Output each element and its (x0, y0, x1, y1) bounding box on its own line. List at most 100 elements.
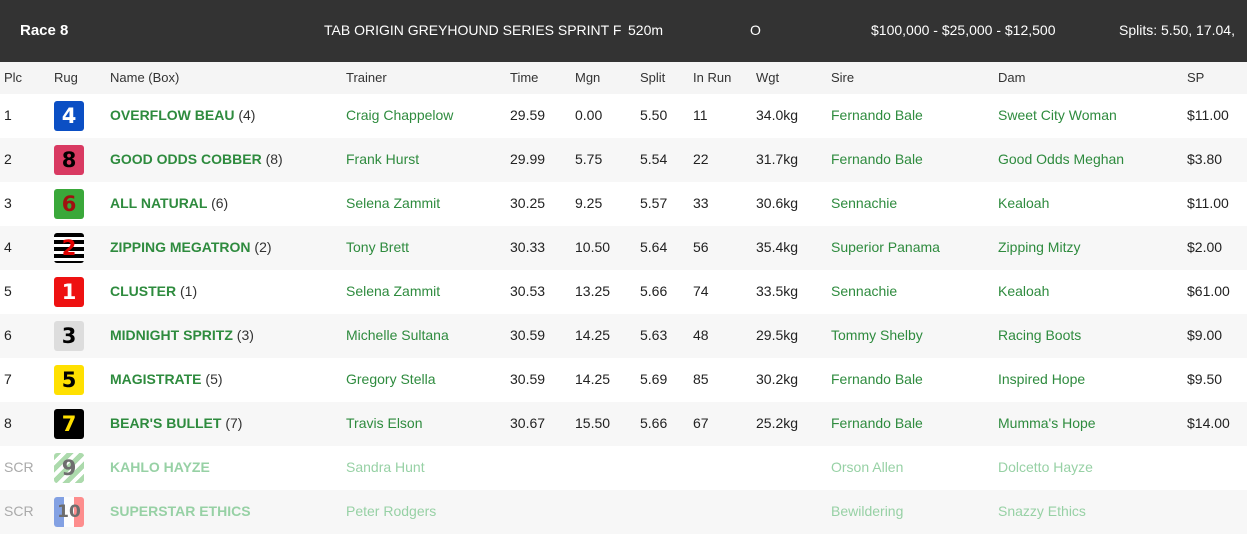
cell-dam[interactable]: Sweet City Woman (998, 107, 1117, 123)
cell-inrun: 48 (693, 327, 709, 343)
cell-trainer[interactable]: Peter Rodgers (346, 503, 437, 519)
table-row: 2 Frank Hurst 29.99 5.75 5.54 22 31.7kg Fernand… (0, 138, 1247, 182)
cell-plc: 6 (4, 327, 12, 343)
rug-icon: 9 (54, 453, 84, 483)
cell-sire[interactable]: Sennachie (831, 195, 898, 211)
rug-icon: 8 (54, 145, 84, 175)
cell-time: 30.53 (510, 283, 546, 299)
cell-sire[interactable]: Fernando Bale (831, 107, 923, 123)
col-wgt: Wgt (756, 70, 780, 85)
race-header: Race 8 TAB ORIGIN GREYHOUND SERIES SPRIN… (0, 0, 1247, 62)
cell-sire[interactable]: Sennachie (831, 283, 898, 299)
cell-time: 29.99 (510, 151, 546, 167)
cell-dam[interactable]: Kealoah (998, 195, 1050, 211)
cell-trainer[interactable]: Selena Zammit (346, 283, 441, 299)
cell-dam[interactable]: Kealoah (998, 283, 1050, 299)
cell-trainer[interactable]: Frank Hurst (346, 151, 420, 167)
cell-split: 5.54 (640, 151, 668, 167)
cell-sire[interactable]: Orson Allen (831, 459, 904, 475)
cell-sire[interactable]: Fernando Bale (831, 371, 923, 387)
col-time: Time (510, 70, 539, 85)
cell-split: 5.50 (640, 107, 668, 123)
cell-dam[interactable]: Mumma's Hope (998, 415, 1096, 431)
greyhound-name-link[interactable]: SUPERSTAR ETHICS (110, 503, 251, 519)
cell-plc: 5 (4, 283, 12, 299)
rug-icon: 2 (54, 233, 84, 263)
cell-wgt: 31.7kg (756, 151, 799, 167)
cell-trainer[interactable]: Gregory Stella (346, 371, 436, 387)
greyhound-name-link[interactable]: ALL NATURAL (6) (110, 195, 228, 211)
greyhound-name-link[interactable]: CLUSTER (1) (110, 283, 197, 299)
greyhound-name[interactable]: OVERFLOW BEAU (110, 107, 235, 123)
greyhound-name[interactable]: KAHLO HAYZE (110, 459, 210, 475)
cell-sp: $9.00 (1187, 327, 1223, 343)
cell-trainer[interactable]: Selena Zammit (346, 195, 441, 211)
cell-dam[interactable]: Snazzy Ethics (998, 503, 1086, 519)
box-number: (8) (265, 151, 283, 167)
column-headers: Plc Rug Name (Box) Trainer Time Mgn Spli… (0, 62, 1247, 94)
cell-sire[interactable]: Superior Panama (831, 239, 940, 255)
cell-sp: $11.00 (1187, 107, 1229, 123)
results-table: 1 Craig Chappelow 29.59 0.00 5.50 11 34.0kg Fer… (0, 94, 1247, 534)
cell-dam[interactable]: Good Odds Meghan (998, 151, 1125, 167)
cell-mgn: 15.50 (575, 415, 611, 431)
cell-sp: $3.80 (1187, 151, 1223, 167)
cell-split: 5.63 (640, 327, 668, 343)
greyhound-name[interactable]: MIDNIGHT SPRITZ (110, 327, 233, 343)
cell-wgt: 33.5kg (756, 283, 799, 299)
cell-trainer[interactable]: Tony Brett (346, 239, 410, 255)
greyhound-name[interactable]: GOOD ODDS COBBER (110, 151, 262, 167)
greyhound-name-link[interactable]: MAGISTRATE (5) (110, 371, 223, 387)
greyhound-name-link[interactable]: GOOD ODDS COBBER (8) (110, 151, 283, 167)
rug-icon: 5 (54, 365, 84, 395)
cell-dam[interactable]: Inspired Hope (998, 371, 1086, 387)
greyhound-name[interactable]: MAGISTRATE (110, 371, 202, 387)
cell-time: 29.59 (510, 107, 546, 123)
greyhound-name-link[interactable]: OVERFLOW BEAU (4) (110, 107, 255, 123)
col-inrun: In Run (693, 70, 732, 85)
race-grade: O (750, 22, 761, 38)
cell-trainer[interactable]: Travis Elson (346, 415, 423, 431)
cell-sire[interactable]: Tommy Shelby (831, 327, 923, 343)
cell-time: 30.67 (510, 415, 546, 431)
cell-trainer[interactable]: Sandra Hunt (346, 459, 425, 475)
table-row: 7 Gregory Stella 30.59 14.25 5.69 85 30.2kg Fer… (0, 358, 1247, 402)
col-rug: Rug (54, 70, 78, 85)
greyhound-name[interactable]: ALL NATURAL (110, 195, 208, 211)
cell-mgn: 9.25 (575, 195, 603, 211)
cell-plc: 2 (4, 151, 12, 167)
cell-inrun: 22 (693, 151, 709, 167)
cell-sire[interactable]: Bewildering (831, 503, 904, 519)
greyhound-name-link[interactable]: ZIPPING MEGATRON (2) (110, 239, 272, 255)
col-trainer: Trainer (346, 70, 387, 85)
greyhound-name[interactable]: SUPERSTAR ETHICS (110, 503, 251, 519)
cell-split: 5.57 (640, 195, 668, 211)
cell-inrun: 56 (693, 239, 709, 255)
greyhound-name[interactable]: ZIPPING MEGATRON (110, 239, 251, 255)
cell-dam[interactable]: Zipping Mitzy (998, 239, 1081, 255)
cell-dam[interactable]: Racing Boots (998, 327, 1082, 343)
col-plc: Plc (4, 70, 23, 85)
cell-trainer[interactable]: Craig Chappelow (346, 107, 454, 123)
greyhound-name[interactable]: CLUSTER (110, 283, 177, 299)
cell-sire[interactable]: Fernando Bale (831, 415, 923, 431)
cell-trainer[interactable]: Michelle Sultana (346, 327, 449, 343)
race-title: TAB ORIGIN GREYHOUND SERIES SPRINT F (324, 22, 622, 38)
greyhound-name-link[interactable]: MIDNIGHT SPRITZ (3) (110, 327, 254, 343)
cell-sire[interactable]: Fernando Bale (831, 151, 923, 167)
cell-wgt: 30.6kg (756, 195, 799, 211)
greyhound-name-link[interactable]: KAHLO HAYZE (110, 459, 210, 475)
cell-plc: 3 (4, 195, 12, 211)
table-row: 6 Michelle Sultana 30.59 14.25 5.63 48 29.5kg T… (0, 314, 1247, 358)
cell-plc: 1 (4, 107, 12, 123)
cell-dam[interactable]: Dolcetto Hayze (998, 459, 1093, 475)
cell-plc: 7 (4, 371, 12, 387)
greyhound-name-link[interactable]: BEAR'S BULLET (7) (110, 415, 242, 431)
box-number: (2) (254, 239, 272, 255)
col-mgn: Mgn (575, 70, 601, 85)
cell-split: 5.69 (640, 371, 668, 387)
greyhound-name[interactable]: BEAR'S BULLET (110, 415, 222, 431)
col-split: Split (640, 70, 666, 85)
cell-split: 5.66 (640, 283, 668, 299)
cell-plc: SCR (4, 459, 34, 475)
